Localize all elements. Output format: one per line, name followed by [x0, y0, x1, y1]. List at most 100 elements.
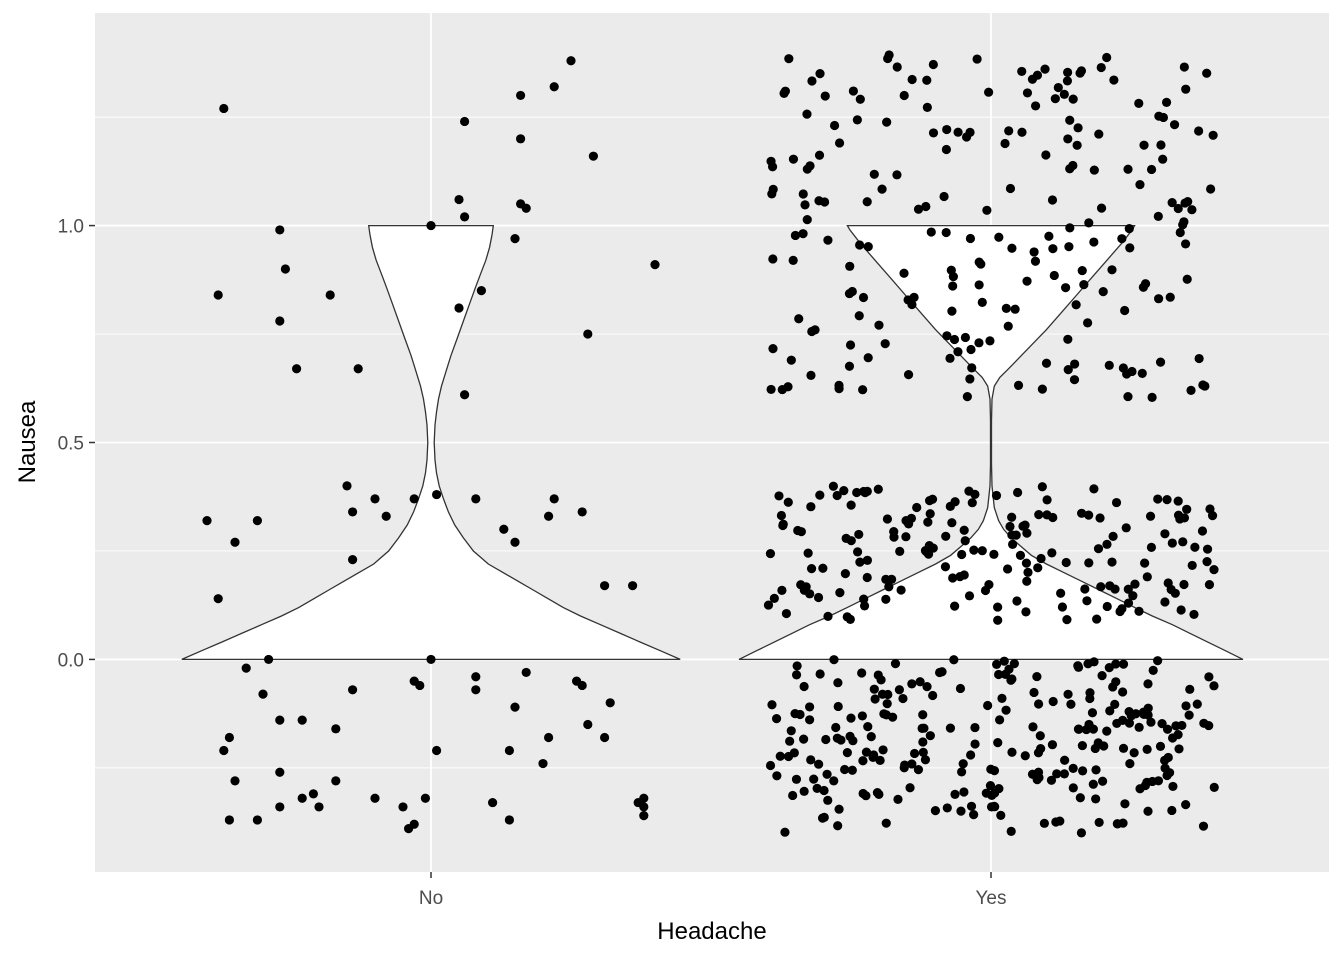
point-yes: [1117, 604, 1127, 614]
point-yes: [907, 679, 917, 689]
point-yes: [1187, 205, 1197, 215]
point-yes: [948, 281, 958, 291]
point-yes: [1048, 244, 1058, 254]
point-no: [628, 581, 638, 591]
point-yes: [1088, 779, 1098, 789]
point-no: [583, 719, 593, 730]
point-yes: [802, 215, 812, 225]
point-yes: [863, 241, 873, 252]
point-yes: [1202, 544, 1213, 554]
point-yes: [791, 774, 802, 784]
point-yes: [1167, 538, 1177, 548]
point-yes: [1143, 703, 1153, 713]
point-yes: [1158, 154, 1168, 164]
point-yes: [832, 733, 842, 743]
point-yes: [1130, 579, 1140, 589]
point-yes: [1075, 68, 1085, 78]
point-yes: [969, 809, 979, 820]
point-yes: [1066, 699, 1076, 709]
point-yes: [890, 659, 901, 669]
point-yes: [1007, 747, 1017, 757]
point-yes: [959, 787, 969, 797]
point-yes: [1005, 521, 1015, 532]
point-yes: [1075, 793, 1085, 803]
point-yes: [907, 74, 917, 85]
point-yes: [815, 490, 825, 500]
point-yes: [1140, 558, 1150, 568]
point-yes: [1065, 164, 1075, 174]
point-yes: [768, 254, 778, 264]
point-no: [275, 715, 285, 725]
point-yes: [907, 759, 917, 769]
point-yes: [888, 712, 898, 722]
point-yes: [892, 62, 902, 72]
point-yes: [1022, 276, 1032, 286]
point-yes: [870, 694, 880, 704]
point-yes: [947, 518, 957, 528]
point-yes: [1078, 766, 1088, 776]
point-no: [224, 732, 234, 743]
point-yes: [778, 520, 788, 531]
point-yes: [1094, 129, 1104, 139]
point-yes: [1153, 656, 1163, 666]
point-yes: [883, 689, 893, 700]
point-no: [426, 220, 436, 231]
point-yes: [901, 532, 911, 542]
point-yes: [1176, 605, 1186, 615]
point-no: [297, 793, 307, 803]
point-yes: [928, 690, 938, 701]
point-yes: [1001, 705, 1011, 715]
point-yes: [798, 229, 808, 239]
point-no: [275, 225, 285, 235]
point-no: [577, 507, 587, 517]
point-yes: [1124, 223, 1134, 234]
point-yes: [1179, 217, 1189, 227]
point-yes: [1047, 548, 1057, 558]
point-yes: [977, 297, 987, 307]
point-yes: [895, 546, 905, 557]
point-yes: [1006, 675, 1016, 685]
point-yes: [1009, 659, 1019, 669]
point-yes: [857, 711, 867, 721]
point-yes: [945, 723, 956, 733]
point-no: [650, 260, 660, 270]
point-yes: [1059, 769, 1070, 779]
point-no: [471, 672, 481, 682]
point-yes: [1181, 701, 1191, 711]
x-axis-title: Headache: [657, 918, 766, 945]
point-no: [476, 286, 486, 296]
point-yes: [858, 385, 868, 395]
point-yes: [896, 585, 906, 595]
point-yes: [1108, 682, 1118, 692]
point-yes: [962, 392, 972, 402]
point-yes: [1064, 242, 1074, 252]
point-yes: [889, 532, 899, 542]
point-yes: [1153, 776, 1164, 786]
point-yes: [807, 326, 817, 337]
point-yes: [1050, 94, 1060, 104]
point-yes: [1143, 806, 1153, 816]
point-no: [516, 134, 526, 144]
point-yes: [771, 714, 782, 724]
point-yes: [1204, 720, 1214, 731]
point-yes: [907, 299, 917, 310]
point-yes: [1111, 497, 1122, 508]
point-yes: [965, 127, 975, 137]
point-no: [588, 151, 599, 161]
point-no: [292, 364, 302, 374]
point-no: [432, 745, 442, 756]
point-yes: [1169, 120, 1180, 130]
point-yes: [1156, 140, 1166, 150]
point-yes: [921, 201, 931, 212]
point-yes: [869, 750, 879, 760]
point-yes: [881, 594, 891, 604]
point-yes: [861, 791, 871, 801]
point-yes: [1109, 75, 1119, 85]
point-yes: [1171, 721, 1181, 731]
point-yes: [986, 764, 996, 774]
point-yes: [823, 795, 833, 805]
point-no: [308, 789, 318, 799]
point-yes: [1155, 357, 1166, 367]
point-yes: [1154, 294, 1164, 304]
point-yes: [1060, 283, 1071, 293]
